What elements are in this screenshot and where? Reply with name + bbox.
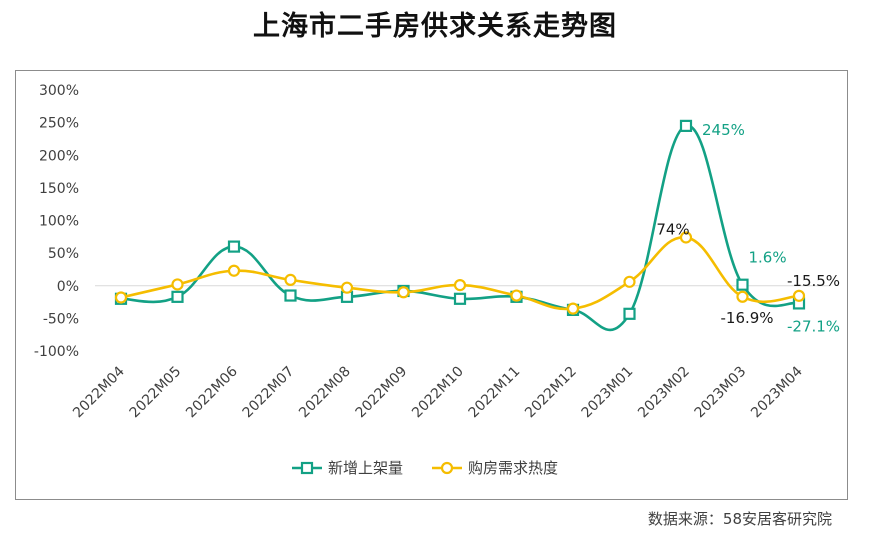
legend-marker: [440, 461, 454, 475]
data-label: 74%: [656, 220, 689, 238]
data-label: 1.6%: [749, 249, 787, 267]
x-tick-label: 2023M01: [579, 364, 637, 422]
data-point: [453, 292, 467, 305]
data-point: [736, 290, 749, 303]
x-tick-label: 2022M11: [466, 364, 524, 422]
source-note: 数据来源：58安居客研究院: [647, 510, 832, 528]
y-tick-label: -100%: [34, 344, 79, 360]
data-point: [679, 119, 693, 132]
x-tick-label: 2022M09: [353, 364, 411, 422]
data-point: [397, 286, 410, 299]
x-tick-label: 2023M03: [692, 364, 750, 422]
data-label: 245%: [702, 121, 745, 139]
x-tick-label: 2022M10: [409, 364, 467, 422]
x-tick-label: 2022M08: [296, 364, 354, 422]
data-label: -16.9%: [721, 309, 774, 327]
data-point: [227, 240, 241, 253]
data-point: [736, 278, 749, 291]
data-point: [284, 273, 297, 286]
x-tick-label: 2023M02: [635, 364, 693, 422]
x-tick-label: 2022M04: [70, 363, 128, 421]
y-tick-label: 100%: [39, 214, 79, 230]
legend-label: 购房需求热度: [468, 459, 558, 477]
x-tick-label: 2022M12: [522, 364, 580, 422]
y-tick-label: 150%: [39, 181, 79, 197]
y-tick-label: 250%: [39, 116, 79, 132]
data-point: [171, 290, 184, 303]
chart-frame: [15, 70, 848, 500]
data-point: [792, 289, 806, 302]
data-label: -27.1%: [787, 317, 840, 335]
y-tick-label: -50%: [43, 311, 79, 327]
data-point: [566, 302, 580, 315]
data-point: [510, 289, 523, 302]
legend-marker: [300, 461, 314, 475]
data-point: [114, 291, 128, 304]
x-tick-label: 2023M04: [748, 363, 806, 421]
data-point: [623, 275, 636, 288]
x-tick-label: 2022M06: [183, 363, 241, 421]
x-tick-label: 2022M07: [240, 364, 298, 422]
data-point: [453, 278, 467, 292]
data-point: [340, 281, 354, 294]
data-point: [284, 289, 297, 302]
data-point: [679, 231, 693, 244]
y-tick-label: 0%: [57, 279, 79, 295]
y-tick-label: 300%: [39, 83, 79, 99]
y-tick-label: 200%: [39, 148, 79, 164]
data-label: -15.5%: [787, 272, 840, 290]
legend-label: 新增上架量: [328, 459, 403, 477]
data-point: [227, 264, 241, 277]
chart-title: 上海市二手房供求关系走势图: [253, 11, 617, 42]
data-point: [171, 278, 184, 291]
data-point: [623, 307, 636, 320]
y-tick-label: 50%: [48, 246, 79, 262]
x-tick-label: 2022M05: [127, 364, 185, 422]
